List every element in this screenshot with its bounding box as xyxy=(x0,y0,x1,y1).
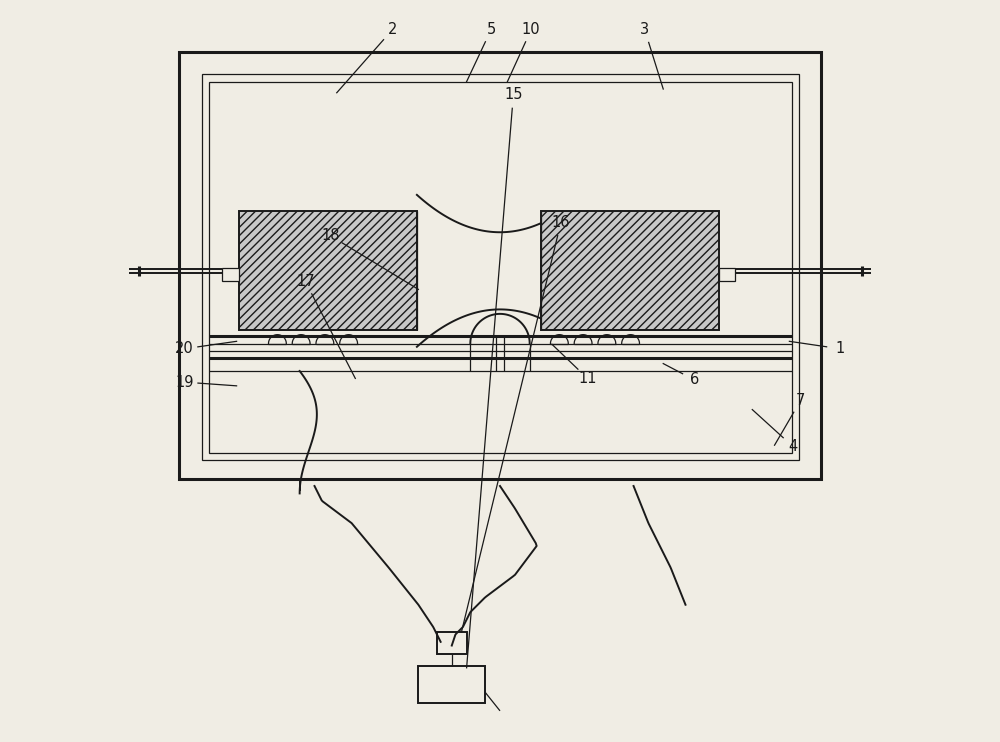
Bar xyxy=(541,211,719,330)
Text: 11: 11 xyxy=(578,371,597,386)
Bar xyxy=(418,666,485,703)
Text: 1: 1 xyxy=(835,341,844,356)
Text: 20: 20 xyxy=(175,341,194,356)
Text: 3: 3 xyxy=(640,22,649,37)
Text: 15: 15 xyxy=(504,88,523,102)
Text: 5: 5 xyxy=(486,22,496,37)
Text: 10: 10 xyxy=(522,22,540,37)
Text: 19: 19 xyxy=(175,375,194,390)
Bar xyxy=(719,268,735,281)
Text: 4: 4 xyxy=(788,439,798,454)
Text: 16: 16 xyxy=(552,215,570,230)
Text: 17: 17 xyxy=(296,275,315,289)
Bar xyxy=(202,74,799,460)
Text: 7: 7 xyxy=(796,393,805,408)
Bar xyxy=(437,632,467,654)
Bar xyxy=(222,268,239,281)
Bar xyxy=(209,82,792,453)
Bar xyxy=(239,211,417,330)
Text: 6: 6 xyxy=(690,372,699,387)
Bar xyxy=(179,52,821,479)
Text: 2: 2 xyxy=(388,22,397,37)
Text: 18: 18 xyxy=(322,229,340,243)
